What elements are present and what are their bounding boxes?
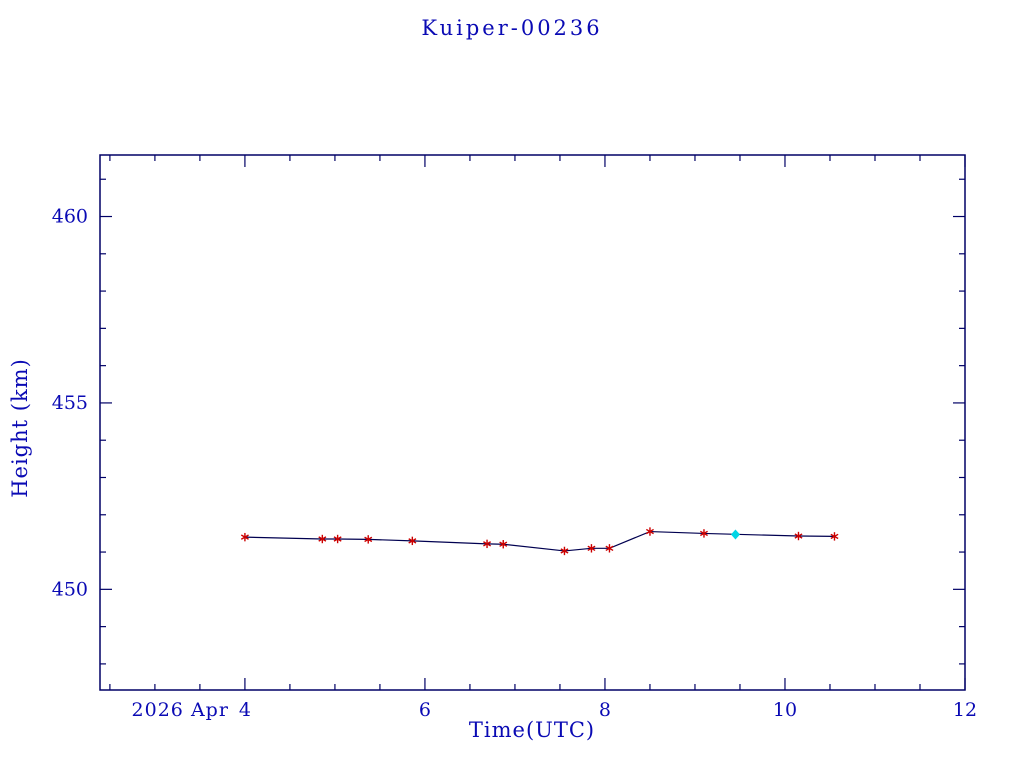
data-point-marker (364, 536, 373, 543)
data-point-marker (483, 541, 492, 547)
y-tick-label: 455 (52, 392, 88, 414)
data-line (244, 530, 835, 552)
data-point-marker (318, 536, 327, 542)
data-point-marker (605, 545, 614, 552)
data-point-marker (499, 541, 508, 547)
data-point-marker (699, 530, 708, 537)
y-tick-label: 450 (52, 578, 88, 600)
x-tick-label: 4 (239, 699, 251, 721)
data-point-marker (794, 533, 803, 539)
data-point-marker (240, 534, 249, 540)
x-axis-label: Time(UTC) (468, 718, 596, 742)
x-axis-date-prefix: 2026 Apr (132, 699, 229, 721)
x-tick-label: 8 (599, 699, 611, 721)
plot-frame (99, 154, 966, 691)
y-tick-label: 460 (52, 206, 88, 228)
data-point-marker (587, 545, 596, 552)
data-point-marker (830, 533, 839, 540)
data-point-marker (333, 536, 342, 542)
highlight-point-marker (730, 529, 740, 540)
chart-title: Kuiper-00236 (421, 16, 603, 40)
data-point-marker (408, 538, 417, 544)
x-tick-label: 10 (773, 699, 797, 721)
data-point-marker (560, 548, 569, 554)
data-point-marker (645, 528, 654, 535)
x-tick-label: 6 (419, 699, 431, 721)
x-tick-label: 12 (953, 699, 977, 721)
